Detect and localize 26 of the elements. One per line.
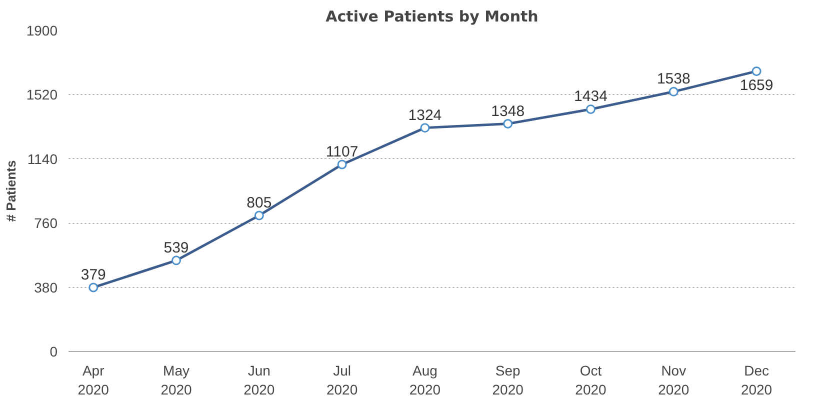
- x-tick-label: Sep 2020: [492, 362, 524, 398]
- data-label: 379: [80, 266, 106, 284]
- y-tick-label: 0: [50, 344, 58, 360]
- data-label: 1324: [408, 106, 442, 124]
- y-tick-label: 760: [34, 215, 58, 232]
- x-tick-label: Nov 2020: [658, 362, 690, 398]
- y-axis-title: # Patients: [3, 160, 18, 222]
- data-label: 1434: [574, 88, 608, 106]
- x-tick-label: Oct 2020: [575, 362, 607, 398]
- data-label: 1107: [326, 143, 358, 160]
- x-tick-label: Jun 2020: [244, 362, 275, 398]
- data-label: 1348: [491, 102, 525, 120]
- data-label: 1538: [656, 70, 690, 88]
- x-tick-label: May 2020: [160, 362, 192, 398]
- x-tick-label: Aug 2020: [409, 362, 441, 398]
- y-tick-label: 380: [34, 279, 58, 296]
- chart-title: Active Patients by Month: [326, 8, 538, 26]
- y-tick-label: 1520: [26, 86, 58, 103]
- x-tick-label: Dec 2020: [740, 362, 772, 398]
- data-label: 539: [164, 239, 189, 256]
- y-tick-label: 1140: [27, 150, 58, 167]
- x-tick-label: Jul 2020: [326, 362, 358, 398]
- x-tick-label: Apr 2020: [78, 362, 110, 398]
- data-label: 1659: [740, 77, 774, 94]
- data-label: 805: [246, 194, 272, 212]
- y-tick-label: 1900: [26, 22, 58, 38]
